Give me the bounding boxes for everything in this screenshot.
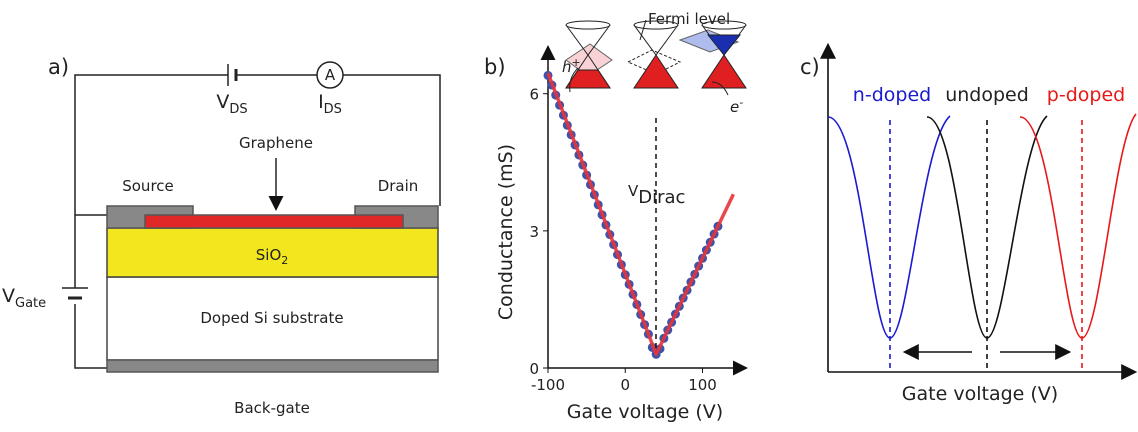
plot-c (820, 42, 1138, 380)
pointer (711, 81, 729, 96)
text: DS (324, 102, 342, 117)
pointer (639, 19, 647, 41)
y-tick-label: 0 (529, 360, 539, 378)
ids-label: IDS (318, 91, 342, 117)
p-doped-label: p-doped (1047, 84, 1125, 106)
cone (565, 20, 611, 30)
back-gate-label: Back-gate (234, 399, 310, 417)
x-tick-label: -100 (531, 376, 565, 394)
cone (633, 20, 679, 30)
cone-filled (565, 69, 611, 89)
wire (74, 214, 107, 369)
text: V (628, 182, 639, 200)
panel-label: c) (800, 55, 820, 79)
y-axis-label: Conductance (mS) (495, 144, 517, 320)
ammeter-label: A (325, 66, 336, 84)
substrate-label: Doped Si substrate (200, 309, 343, 327)
text: h (562, 58, 572, 76)
panel-label: b) (484, 55, 506, 79)
text: Gate (15, 296, 46, 311)
cone-filled (701, 54, 747, 89)
text: Dirac (638, 187, 685, 208)
y-tick-label: 3 (529, 223, 539, 241)
x-axis-label: Gate voltage (V) (902, 383, 1058, 405)
x-axis-label: Gate voltage (V) (567, 401, 723, 423)
undoped-label: undoped (945, 84, 1029, 106)
text: DS (229, 102, 247, 117)
cone (701, 20, 747, 30)
graphene-sheet (144, 214, 404, 229)
cone-filled (633, 54, 679, 89)
substrate (106, 276, 439, 361)
n-doped-curve (827, 115, 951, 339)
text: 2 (281, 254, 288, 267)
fermi-label: Fermi level (648, 10, 730, 28)
fermi-plane (626, 49, 682, 75)
panel-a (62, 61, 441, 373)
y-tick-label: 6 (529, 86, 539, 104)
dirac-label: VDirac (628, 182, 685, 208)
text: + (572, 56, 581, 69)
text: - (739, 96, 743, 109)
drain-label: Drain (378, 177, 419, 195)
cone-filled (706, 34, 742, 56)
n-doped-label: n-doped (853, 84, 931, 106)
ammeter (316, 61, 344, 89)
x-tick-label: 100 (688, 376, 717, 394)
back-gate (106, 359, 439, 373)
pointer (569, 67, 579, 93)
panel-label: a) (48, 55, 69, 79)
oxide-label: SiO2 (256, 246, 289, 267)
source-label: Source (122, 177, 174, 195)
text: V (216, 91, 229, 113)
cones-inset (565, 19, 747, 96)
oxide (106, 227, 439, 278)
graphene-label: Graphene (239, 134, 313, 152)
fit-line (546, 72, 735, 357)
wire (74, 74, 441, 215)
text: e (730, 98, 739, 116)
p-doped-curve (1019, 113, 1137, 339)
vds-label: VDS (216, 91, 247, 117)
vgate-label: VGate (2, 285, 46, 311)
text: V (2, 285, 15, 307)
text: I (318, 91, 324, 113)
hole-label: h+ (562, 56, 581, 76)
electron-label: e- (730, 96, 743, 116)
x-tick-label: 0 (620, 376, 630, 394)
text: SiO (256, 246, 282, 264)
